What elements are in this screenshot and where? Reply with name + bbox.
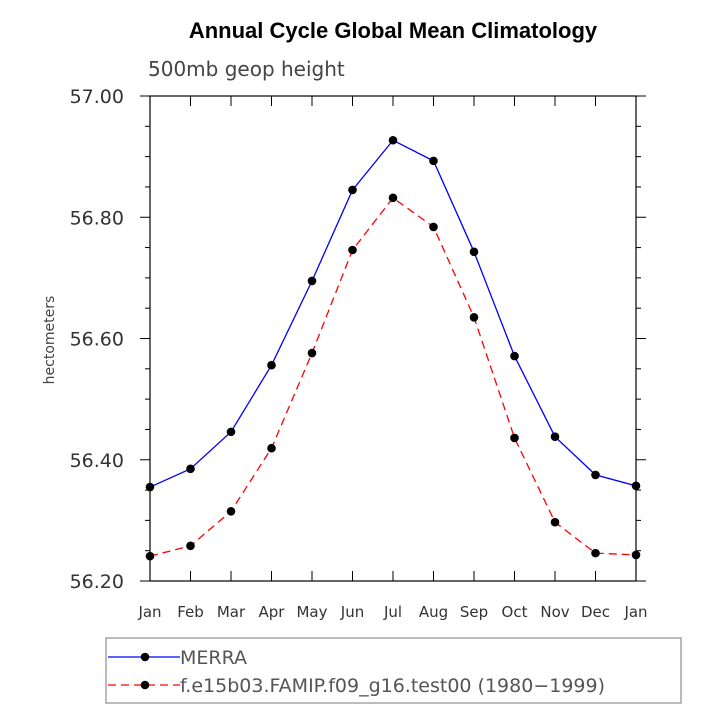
data-point	[429, 222, 438, 232]
data-point	[267, 360, 276, 370]
x-tick-label: Jun	[340, 603, 364, 621]
y-tick-label: 56.40	[70, 450, 124, 472]
chart-subtitle: 500mb geop height	[148, 57, 345, 81]
data-point	[307, 348, 317, 358]
data-point	[226, 506, 236, 516]
x-tick-label: Jul	[383, 603, 402, 621]
data-point	[186, 464, 195, 474]
data-point	[550, 432, 560, 442]
x-tick-label: Jan	[623, 603, 647, 621]
x-tick-label: Sep	[460, 603, 488, 621]
data-point	[510, 433, 519, 443]
data-point	[469, 312, 479, 322]
legend-label: f.e15b03.FAMIP.f09_g16.test00 (1980−1999…	[180, 675, 605, 697]
legend-label: MERRA	[180, 647, 247, 669]
legend-marker	[140, 652, 150, 662]
y-tick-label: 56.80	[70, 207, 124, 229]
x-tick-label: Apr	[259, 603, 286, 621]
data-point	[631, 550, 641, 560]
data-point	[348, 245, 357, 255]
chart-title: Annual Cycle Global Mean Climatology	[189, 18, 598, 43]
data-point	[388, 193, 398, 203]
y-axis-label: hectometers	[42, 296, 58, 385]
y-tick-label: 57.00	[70, 86, 124, 108]
data-point	[550, 517, 560, 527]
x-tick-label: Jan	[137, 603, 161, 621]
legend-marker	[140, 680, 150, 690]
legend-box	[105, 637, 682, 704]
data-point	[226, 427, 236, 437]
x-tick-label: Oct	[502, 603, 528, 621]
data-point	[510, 351, 519, 361]
data-point	[469, 247, 479, 257]
data-point	[429, 156, 438, 166]
y-tick-label: 56.20	[70, 571, 124, 593]
x-tick-label: Nov	[540, 603, 569, 621]
data-point	[307, 276, 317, 286]
x-tick-label: Feb	[177, 603, 204, 621]
y-tick-label: 56.60	[70, 329, 124, 351]
x-tick-label: Mar	[217, 603, 246, 621]
data-point	[186, 541, 195, 551]
data-point	[145, 551, 155, 561]
data-point	[267, 443, 276, 453]
data-point	[348, 185, 357, 195]
x-tick-label: Dec	[581, 603, 610, 621]
plot-frame	[149, 95, 637, 582]
data-point	[388, 135, 398, 145]
data-point	[145, 482, 155, 492]
data-point	[591, 548, 600, 558]
data-point	[631, 481, 641, 491]
x-tick-label: May	[296, 603, 327, 621]
series-line-1	[149, 196, 637, 557]
x-tick-label: Aug	[419, 603, 448, 621]
data-point	[591, 470, 600, 480]
series-line-0	[149, 139, 637, 488]
